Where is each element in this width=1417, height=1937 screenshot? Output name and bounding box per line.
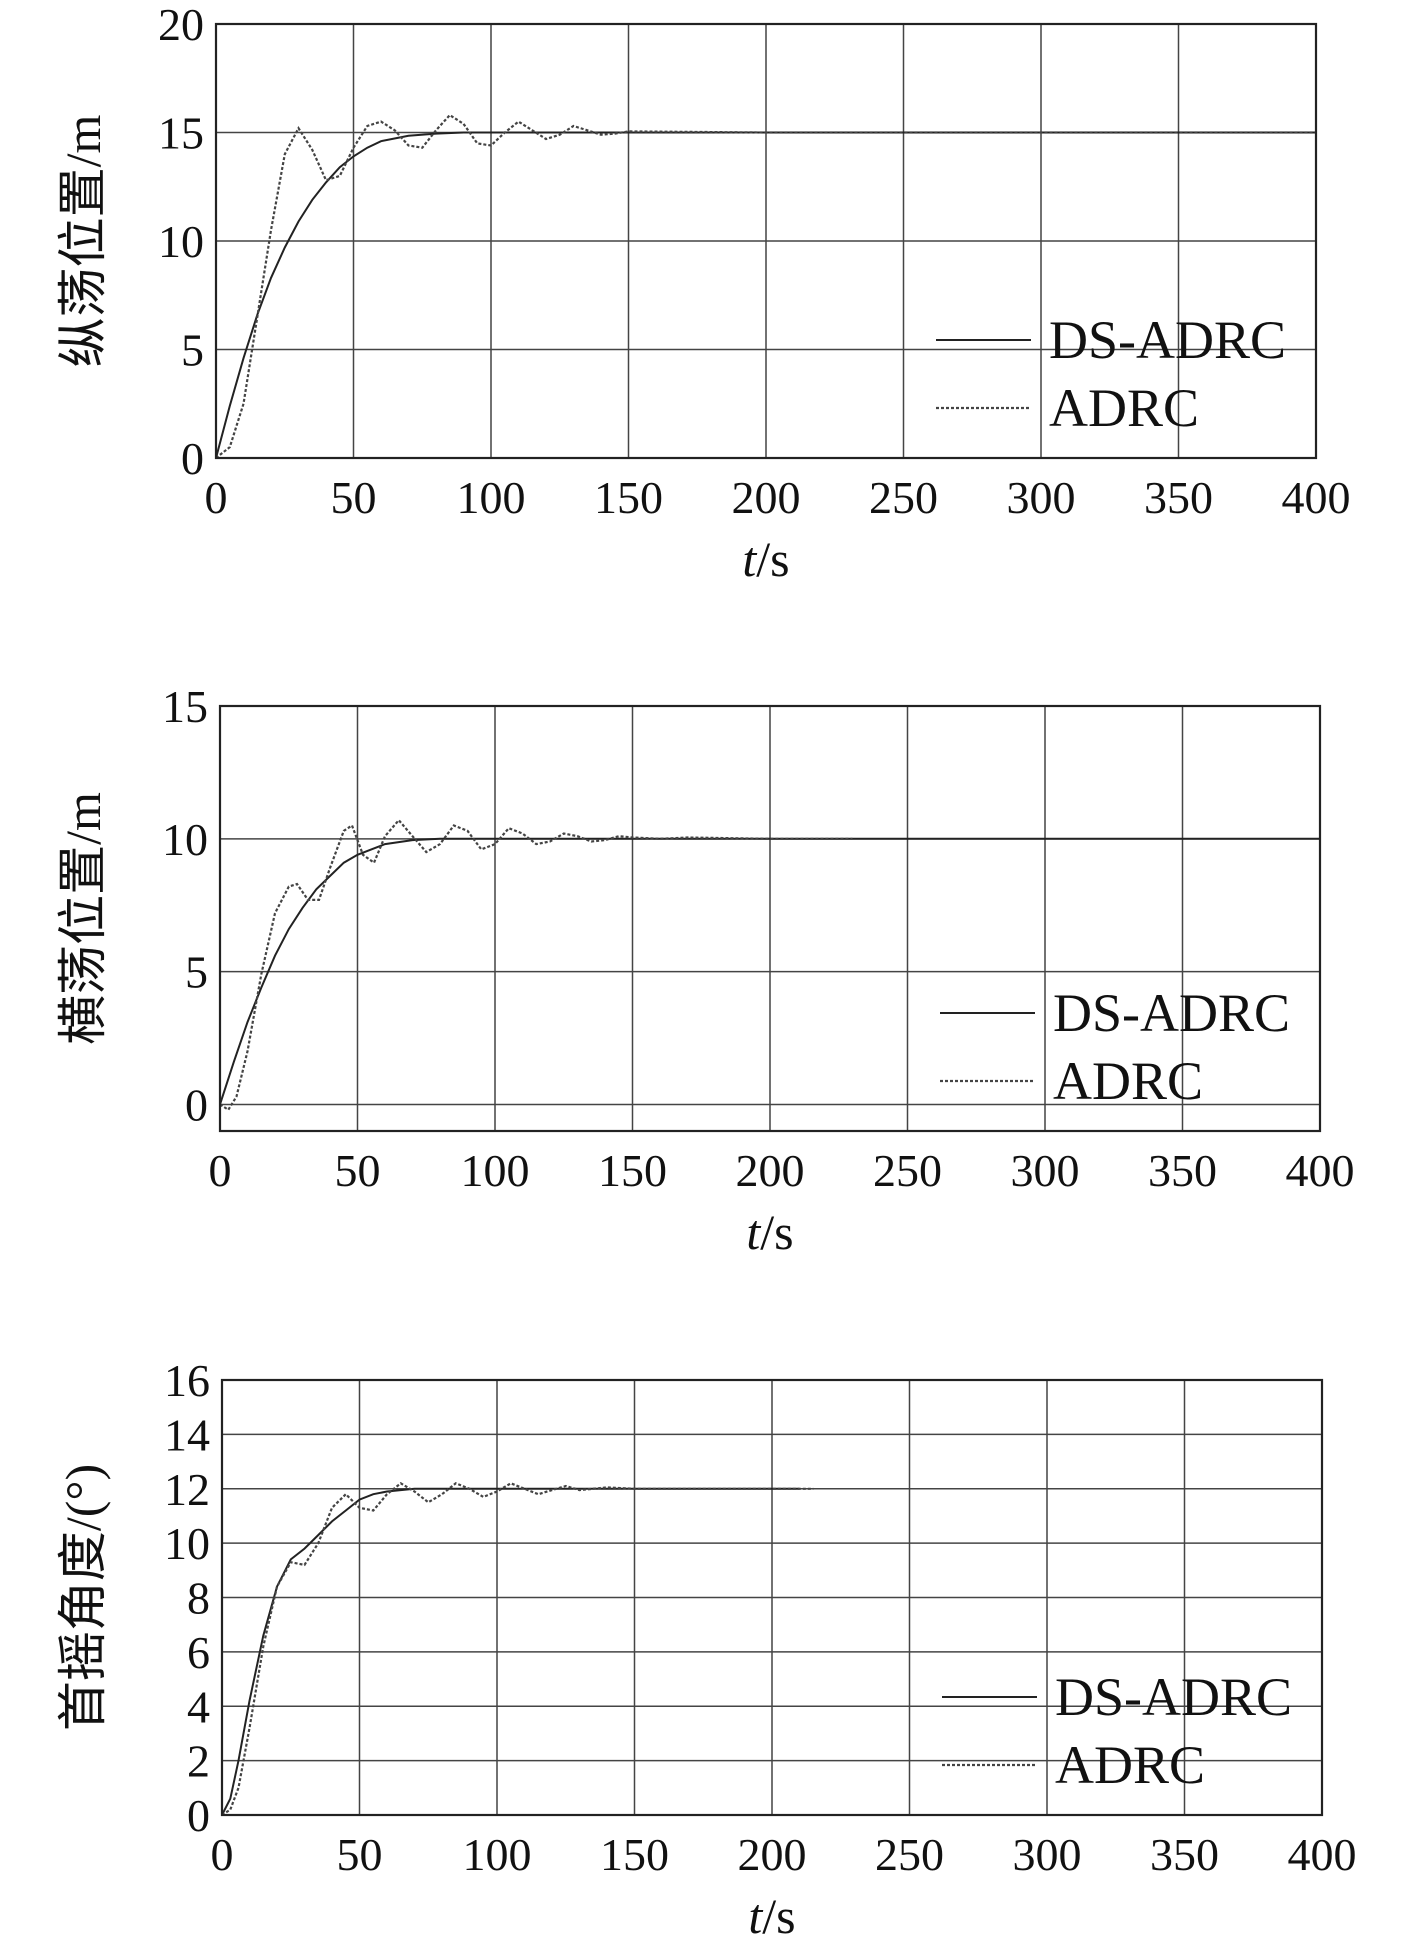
x-tick-label: 0 xyxy=(211,1829,234,1880)
legend-label-ds-adrc: DS-ADRC xyxy=(1053,983,1290,1043)
y-tick-label: 0 xyxy=(181,433,204,484)
y-tick-label: 6 xyxy=(187,1627,210,1678)
x-tick-label: 200 xyxy=(732,472,801,523)
y-axis-label: 横荡位置/m xyxy=(55,792,111,1045)
x-tick-label: 400 xyxy=(1282,472,1351,523)
y-ticks: 0 5 10 15 xyxy=(162,681,208,1130)
x-tick-label: 100 xyxy=(457,472,526,523)
legend: DS-ADRC ADRC xyxy=(940,983,1290,1111)
x-tick-label: 400 xyxy=(1286,1145,1355,1196)
x-tick-label: 50 xyxy=(331,472,377,523)
series-layer xyxy=(215,113,1316,459)
legend: DS-ADRC ADRC xyxy=(942,1667,1292,1795)
legend-label-adrc: ADRC xyxy=(1053,1051,1203,1111)
x-ticks: 0 50 100 150 200 250 300 350 400 xyxy=(209,1145,1355,1196)
legend-label-adrc: ADRC xyxy=(1049,378,1199,438)
x-ticks: 0 50 100 150 200 250 300 350 400 xyxy=(205,472,1351,523)
plot-frame xyxy=(220,1378,1324,1817)
x-tick-label: 0 xyxy=(205,472,228,523)
y-tick-label: 5 xyxy=(181,325,204,376)
y-tick-label: 20 xyxy=(158,0,204,50)
x-tick-label: 100 xyxy=(463,1829,532,1880)
x-tick-label: 150 xyxy=(594,472,663,523)
x-tick-label: 350 xyxy=(1150,1829,1219,1880)
series-layer xyxy=(221,1481,814,1816)
legend-label-ds-adrc: DS-ADRC xyxy=(1055,1667,1292,1727)
y-tick-label: 5 xyxy=(185,947,208,998)
x-tick-label: 250 xyxy=(875,1829,944,1880)
y-tick-label: 14 xyxy=(164,1409,210,1460)
y-tick-label: 15 xyxy=(162,681,208,732)
x-tick-label: 150 xyxy=(598,1145,667,1196)
y-tick-label: 4 xyxy=(187,1681,210,1732)
x-axis-label: t/s xyxy=(742,531,789,587)
y-tick-label: 10 xyxy=(162,814,208,865)
chart-sway-position: 0 50 100 150 200 250 300 350 400 0 5 10 15 t/s 横荡位置… xyxy=(55,681,1355,1260)
y-ticks: 0 5 10 15 20 xyxy=(158,0,204,484)
y-tick-label: 0 xyxy=(185,1079,208,1130)
x-tick-label: 350 xyxy=(1144,472,1213,523)
y-tick-label: 10 xyxy=(158,216,204,267)
x-tick-label: 200 xyxy=(738,1829,807,1880)
y-axis-label: 首摇角度/(°) xyxy=(55,1464,111,1731)
x-tick-label: 300 xyxy=(1013,1829,1082,1880)
plot-frame xyxy=(214,22,1318,460)
x-ticks: 0 50 100 150 200 250 300 350 400 xyxy=(211,1829,1357,1880)
y-tick-label: 8 xyxy=(187,1573,210,1624)
y-tick-label: 12 xyxy=(164,1464,210,1515)
x-tick-label: 300 xyxy=(1007,472,1076,523)
x-axis-label: t/s xyxy=(746,1204,793,1260)
x-tick-label: 100 xyxy=(461,1145,530,1196)
x-tick-label: 400 xyxy=(1288,1829,1357,1880)
series-layer xyxy=(219,818,1320,1112)
x-axis-label: t/s xyxy=(748,1888,795,1937)
x-tick-label: 300 xyxy=(1011,1145,1080,1196)
y-tick-label: 0 xyxy=(187,1790,210,1841)
x-tick-label: 0 xyxy=(209,1145,232,1196)
y-axis-label: 纵荡位置/m xyxy=(55,115,111,368)
y-tick-label: 16 xyxy=(164,1355,210,1406)
y-tick-label: 2 xyxy=(187,1736,210,1787)
series-line-ds-adrc xyxy=(215,131,1316,459)
series-line-adrc xyxy=(215,113,1316,459)
series-line-adrc xyxy=(221,1481,814,1816)
y-tick-label: 15 xyxy=(158,108,204,159)
series-line-ds-adrc xyxy=(221,1487,800,1816)
series-line-adrc xyxy=(219,818,853,1112)
x-tick-label: 250 xyxy=(873,1145,942,1196)
plot-frame xyxy=(218,704,1322,1133)
legend-label-ds-adrc: DS-ADRC xyxy=(1049,310,1286,370)
x-tick-label: 150 xyxy=(600,1829,669,1880)
x-tick-label: 250 xyxy=(869,472,938,523)
legend: DS-ADRC ADRC xyxy=(936,310,1286,438)
x-tick-label: 200 xyxy=(736,1145,805,1196)
x-tick-label: 350 xyxy=(1148,1145,1217,1196)
chart-surge-position: 0 50 100 150 200 250 300 350 400 0 5 10 15 20 t/s 纵荡… xyxy=(55,0,1351,587)
x-tick-label: 50 xyxy=(337,1829,383,1880)
x-tick-label: 50 xyxy=(335,1145,381,1196)
y-tick-label: 10 xyxy=(164,1518,210,1569)
legend-label-adrc: ADRC xyxy=(1055,1735,1205,1795)
